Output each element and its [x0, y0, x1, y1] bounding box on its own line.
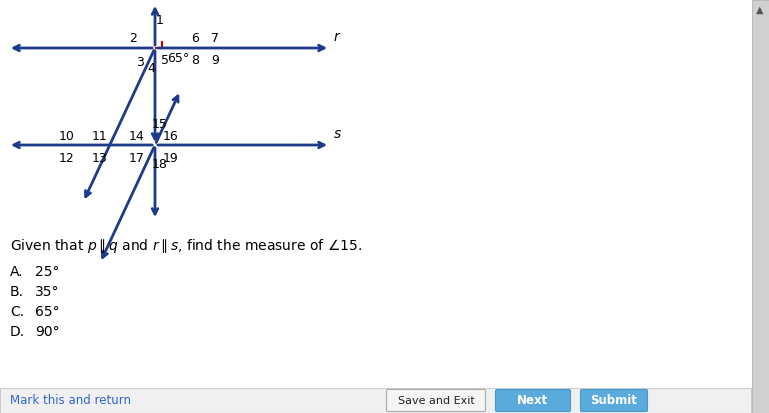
FancyBboxPatch shape [752, 0, 769, 413]
Text: r: r [334, 30, 340, 44]
Text: s: s [334, 127, 341, 141]
Text: 14: 14 [129, 130, 145, 142]
Text: 35°: 35° [35, 285, 59, 299]
Text: 18: 18 [152, 159, 168, 171]
FancyBboxPatch shape [0, 388, 751, 413]
Text: 10: 10 [59, 130, 75, 142]
Text: 90°: 90° [35, 325, 60, 339]
Text: B.: B. [10, 285, 24, 299]
Text: 8: 8 [191, 54, 199, 66]
Text: 1: 1 [156, 14, 164, 26]
Text: 11: 11 [92, 130, 108, 142]
Text: Next: Next [518, 394, 548, 407]
Text: 6: 6 [191, 33, 199, 45]
Text: 5: 5 [161, 54, 169, 66]
Text: Submit: Submit [591, 394, 638, 407]
Text: D.: D. [10, 325, 25, 339]
Text: C.: C. [10, 305, 24, 319]
Text: ▲: ▲ [756, 5, 764, 15]
FancyBboxPatch shape [495, 389, 571, 411]
Text: 3: 3 [136, 55, 144, 69]
Text: A.: A. [10, 265, 24, 279]
Text: 9: 9 [211, 54, 219, 66]
Text: Mark this and return: Mark this and return [10, 394, 131, 407]
Text: 65°: 65° [35, 305, 60, 319]
FancyBboxPatch shape [581, 389, 647, 411]
Text: Save and Exit: Save and Exit [398, 396, 474, 406]
Text: 2: 2 [129, 33, 137, 45]
Text: 19: 19 [163, 152, 179, 164]
Text: Given that $p \parallel q$ and $r \parallel s$, find the measure of $\angle$15.: Given that $p \parallel q$ and $r \paral… [10, 237, 362, 255]
Text: 16: 16 [163, 130, 179, 142]
Text: 7: 7 [211, 33, 219, 45]
Text: 4: 4 [147, 62, 155, 74]
Text: 12: 12 [59, 152, 75, 164]
Text: 65°: 65° [167, 52, 189, 65]
Text: 13: 13 [92, 152, 108, 164]
Text: 17: 17 [129, 152, 145, 164]
FancyBboxPatch shape [387, 389, 485, 411]
Text: 25°: 25° [35, 265, 59, 279]
Text: 15: 15 [152, 119, 168, 131]
